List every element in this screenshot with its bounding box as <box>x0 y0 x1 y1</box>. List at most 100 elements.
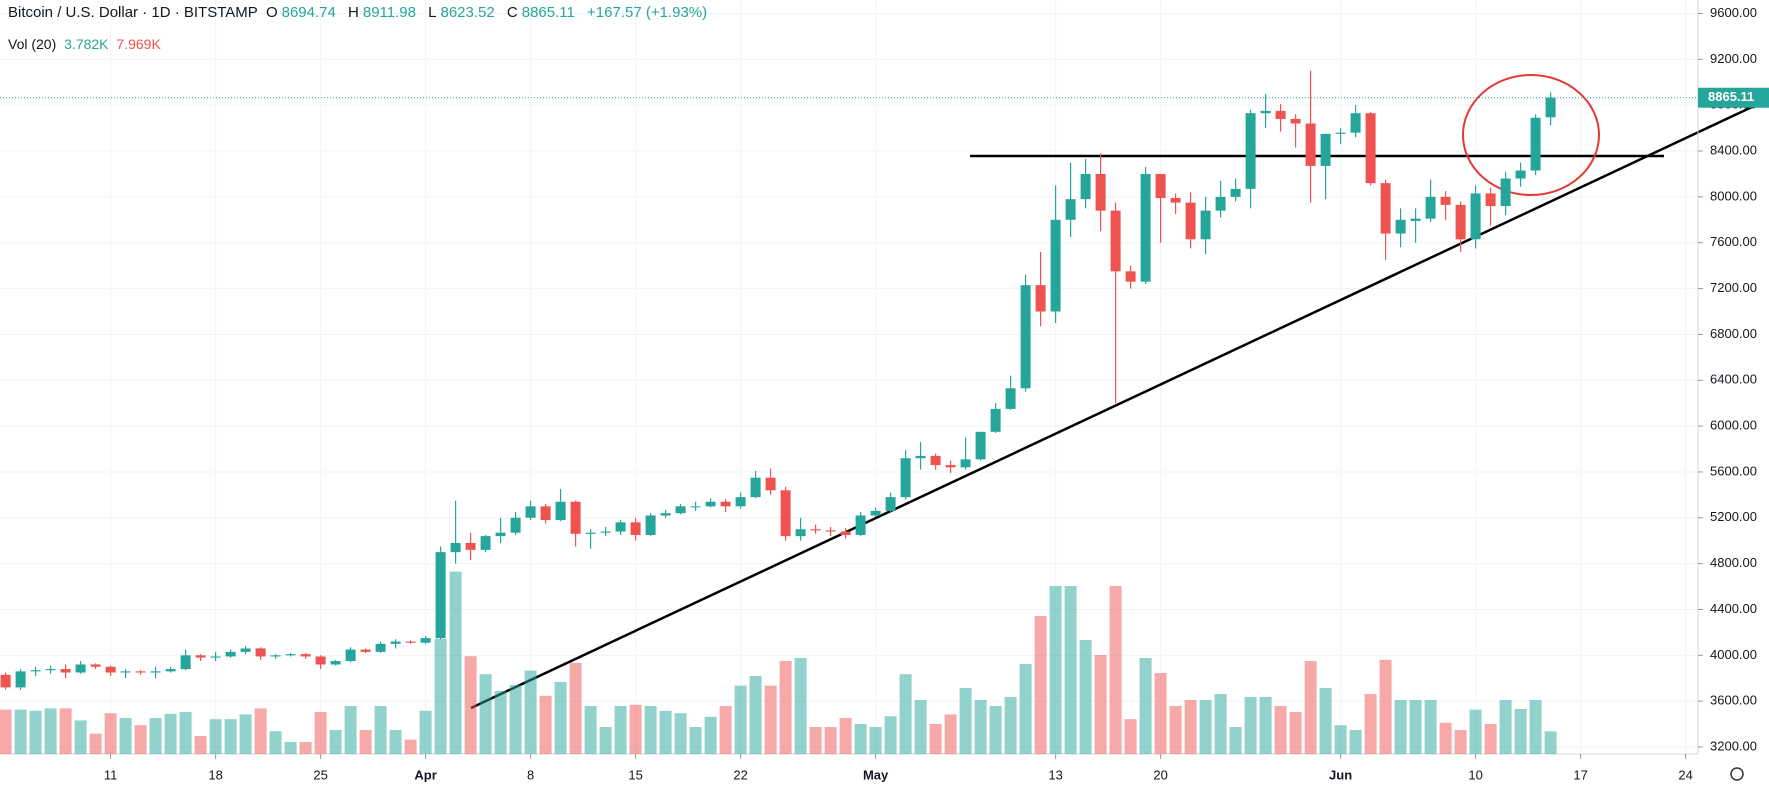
value: 8911.98 <box>362 4 416 21</box>
candle-body <box>480 536 491 550</box>
volume-bar <box>1169 706 1182 754</box>
candle-body <box>1125 271 1136 282</box>
volume-bar <box>1439 722 1452 754</box>
candle-body <box>180 655 191 670</box>
candle-body <box>1080 173 1091 200</box>
candle-body <box>810 529 821 531</box>
volume-bar <box>704 716 717 754</box>
candle-body <box>120 671 131 673</box>
volume-bar <box>524 670 537 754</box>
volume-bar <box>719 706 732 754</box>
candle-body <box>585 532 596 534</box>
volume-bar <box>584 706 597 754</box>
volume-bar <box>1514 709 1527 754</box>
volume-bar <box>209 719 222 754</box>
legend-row: Bitcoin / U.S. Dollar · 1D · BITSTAMP O 8… <box>8 4 711 21</box>
candle-body <box>1470 193 1481 240</box>
y-tick-label: 3200.00 <box>1710 738 1757 753</box>
volume-bar <box>1499 700 1512 754</box>
candle-body <box>45 669 56 671</box>
x-tick-label: 11 <box>104 767 118 782</box>
y-tick-label: 9200.00 <box>1710 51 1757 66</box>
volume-bar <box>899 674 912 754</box>
last-price-label: 8865.11 <box>1708 89 1754 104</box>
ohlc-close: C 8865.11 <box>507 4 579 21</box>
volume-bar <box>404 739 417 754</box>
volume-bar <box>59 708 72 754</box>
candle-body <box>900 458 911 498</box>
y-tick-label: 6800.00 <box>1710 326 1757 341</box>
candle-body <box>1185 202 1196 240</box>
volume-bar <box>314 712 327 754</box>
volume-bar <box>839 718 852 754</box>
candle-body <box>1425 196 1436 219</box>
y-tick-label: 9600.00 <box>1710 5 1757 20</box>
volume-title[interactable]: Vol (20) <box>8 36 57 52</box>
volume-bar <box>344 706 357 754</box>
x-tick-label: 25 <box>313 767 327 782</box>
volume-bar <box>284 742 297 754</box>
candle-body <box>420 638 431 643</box>
volume-bar <box>914 700 927 754</box>
volume-bar <box>104 713 117 754</box>
volume-bar <box>1094 655 1107 754</box>
volume-bar <box>734 685 747 754</box>
settings-icon[interactable] <box>1730 767 1744 781</box>
value: 8865.11 <box>521 4 575 21</box>
candle-body <box>1290 118 1301 124</box>
volume-bar <box>134 725 147 754</box>
candle-body <box>1095 173 1106 211</box>
label: H <box>348 4 359 21</box>
candle-body <box>405 641 416 643</box>
candle-body <box>1245 113 1256 189</box>
volume-bar <box>1484 724 1497 754</box>
volume-bar <box>1199 700 1212 754</box>
y-tick-label: 4000.00 <box>1710 647 1757 662</box>
volume-bar <box>509 685 522 754</box>
volume-bar <box>1289 712 1302 754</box>
volume-bar <box>299 742 312 754</box>
candle-body <box>1350 113 1361 133</box>
volume-bar <box>644 706 657 754</box>
y-tick-label: 3600.00 <box>1710 693 1757 708</box>
volume-bar <box>14 709 27 754</box>
ohlc-low: L 8623.52 <box>428 4 499 21</box>
volume-bar <box>479 674 492 754</box>
candle-body <box>105 666 116 673</box>
symbol-title[interactable]: Bitcoin / U.S. Dollar · 1D · BITSTAMP <box>8 4 258 21</box>
y-tick-label: 5200.00 <box>1710 509 1757 524</box>
volume-bar <box>1319 688 1332 754</box>
volume-bar <box>1124 719 1137 754</box>
volume-bar <box>194 736 207 754</box>
volume-bar <box>1049 586 1062 754</box>
candle-body <box>570 501 581 534</box>
volume-bar <box>1229 727 1242 754</box>
volume-bar <box>434 638 447 754</box>
candle-body <box>735 497 746 507</box>
volume-bar <box>239 714 252 754</box>
y-tick-label: 4400.00 <box>1710 601 1757 616</box>
volume-bar <box>164 713 177 754</box>
candle-body <box>990 408 1001 432</box>
y-tick-label: 5600.00 <box>1710 463 1757 478</box>
x-tick-label: 18 <box>208 767 222 782</box>
volume-bar <box>1259 697 1272 754</box>
x-tick-label: 13 <box>1048 767 1062 782</box>
volume-bar <box>224 719 237 754</box>
volume-ma: 7.969K <box>116 36 161 52</box>
volume-bar <box>674 713 687 754</box>
candle-body <box>0 674 11 688</box>
candle-body <box>780 490 791 537</box>
candle-body <box>450 542 461 553</box>
volume-bar <box>749 676 762 754</box>
value: 8623.52 <box>440 4 495 21</box>
volume-bar <box>1274 706 1287 754</box>
x-tick-label: 10 <box>1468 767 1482 782</box>
candle-body <box>1410 218 1421 221</box>
candle-body <box>210 656 221 658</box>
volume-bar <box>944 714 957 754</box>
volume-bar <box>89 733 102 754</box>
label: O <box>265 4 278 21</box>
